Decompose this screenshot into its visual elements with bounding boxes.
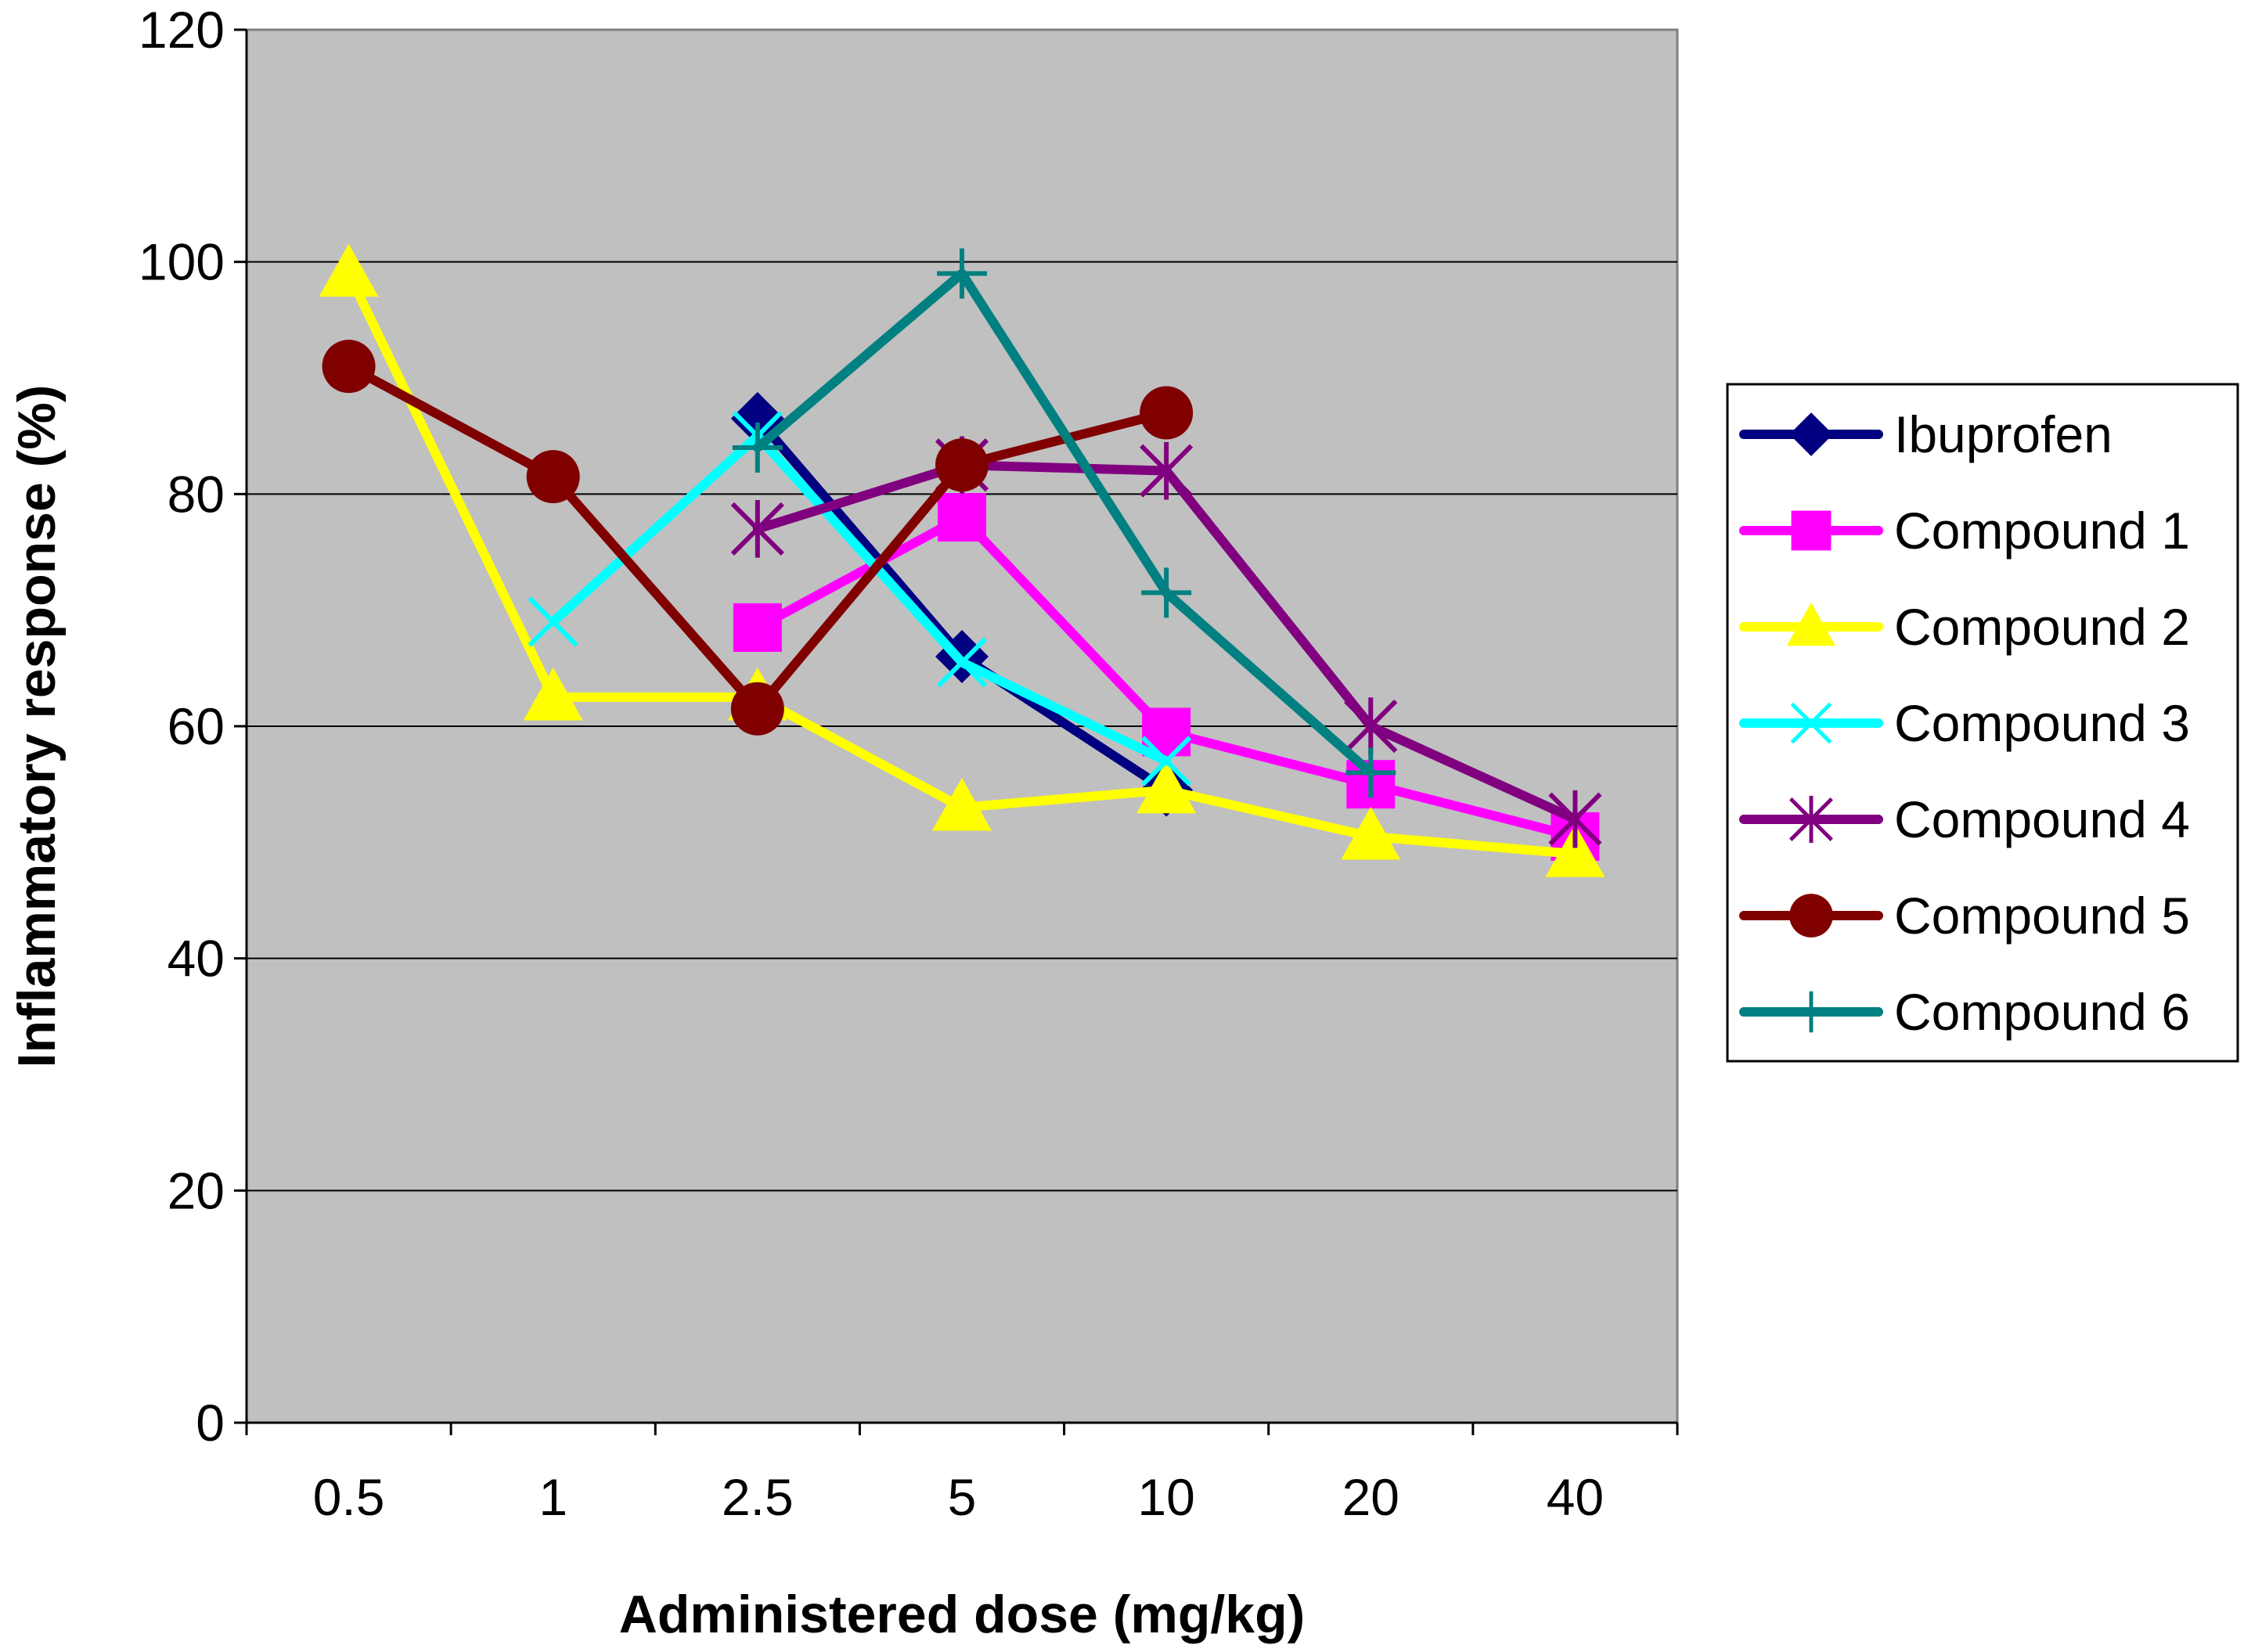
triangle-marker — [1545, 824, 1605, 877]
legend-item-compound-1: Compound 1 — [1739, 502, 2190, 560]
data-point — [528, 596, 578, 647]
diamond-marker — [1789, 412, 1833, 456]
circle-marker — [730, 682, 784, 736]
triangle-marker — [1341, 806, 1401, 860]
data-point — [733, 603, 782, 652]
data-point — [322, 340, 376, 394]
y-tick-label: 20 — [167, 1161, 225, 1219]
circle-marker — [322, 340, 376, 394]
triangle-marker — [523, 667, 583, 721]
legend-marker — [1791, 510, 1832, 551]
circle-marker — [935, 438, 989, 492]
data-point — [526, 450, 580, 504]
square-marker — [1791, 510, 1832, 551]
data-point — [1141, 736, 1192, 786]
x-tick-label: 5 — [948, 1468, 977, 1526]
y-tick-label: 80 — [167, 465, 225, 523]
circle-marker — [1789, 894, 1833, 938]
data-point — [935, 438, 989, 492]
square-marker — [938, 493, 986, 542]
data-point — [730, 682, 784, 736]
series-compound-6 — [732, 248, 1396, 798]
x-tick-label: 10 — [1137, 1468, 1194, 1526]
data-point — [1548, 790, 1602, 848]
axes: 0 20 40 60 80 100 120 0.5 1 2.5 5 10 20 40 — [139, 1, 1679, 1526]
legend-item-compound-3: Compound 3 — [1739, 694, 2190, 752]
series-layer — [319, 243, 1605, 877]
triangle-marker — [319, 243, 379, 297]
legend-item-compound-2: Compound 2 — [1739, 598, 2190, 656]
x-marker-stroke — [1141, 736, 1192, 786]
legend-marker — [1790, 702, 1832, 744]
legend-marker — [1790, 991, 1832, 1033]
series-line — [752, 268, 1376, 778]
data-point — [937, 248, 987, 299]
x-tick-label: 0.5 — [313, 1468, 385, 1526]
x-tick-label: 1 — [538, 1468, 567, 1526]
legend-marker — [1786, 602, 1836, 646]
triangle-marker — [1786, 602, 1836, 646]
data-point — [1344, 697, 1398, 755]
triangle-marker — [1136, 760, 1197, 814]
x-tick-label: 40 — [1547, 1468, 1604, 1526]
data-point — [1140, 441, 1194, 500]
data-point — [1140, 386, 1194, 440]
legend-label: Compound 3 — [1894, 694, 2190, 752]
legend-item-compound-5: Compound 5 — [1739, 887, 2190, 945]
data-point — [1341, 806, 1401, 860]
series-compound-3 — [528, 411, 1192, 786]
x-tick-label: 2.5 — [722, 1468, 794, 1526]
data-point — [730, 500, 784, 558]
legend-label: Compound 4 — [1894, 790, 2190, 848]
data-point — [1141, 567, 1192, 618]
data-point — [1136, 760, 1197, 814]
data-point — [319, 243, 379, 297]
y-tick-label: 40 — [167, 930, 225, 988]
x-marker-stroke — [936, 637, 988, 688]
legend-label: Ibuprofen — [1894, 405, 2113, 463]
x-tick-label: 20 — [1342, 1468, 1399, 1526]
x-axis-title: Administered dose (mg/kg) — [619, 1585, 1306, 1644]
x-marker-stroke — [528, 596, 578, 647]
legend-label: Compound 1 — [1894, 502, 2190, 560]
y-tick-label: 120 — [139, 1, 225, 59]
legend-marker — [1789, 412, 1833, 456]
series-compound-5 — [322, 340, 1194, 736]
y-axis-title: Inflammatory response (%) — [7, 385, 67, 1068]
legend-marker — [1789, 795, 1833, 844]
data-point — [938, 493, 986, 542]
data-point — [523, 667, 583, 721]
legend-label: Compound 6 — [1894, 983, 2190, 1041]
circle-marker — [526, 450, 580, 504]
legend-label: Compound 2 — [1894, 598, 2190, 656]
legend-label: Compound 5 — [1894, 887, 2190, 945]
legend-item-compound-4: Compound 4 — [1739, 790, 2190, 848]
legend-item-ibuprofen: Ibuprofen — [1739, 405, 2113, 463]
series-line — [548, 431, 1172, 766]
data-point — [1545, 824, 1605, 877]
legend-item-compound-6: Compound 6 — [1739, 983, 2190, 1041]
x-marker-stroke — [1790, 702, 1832, 744]
square-marker — [733, 603, 782, 652]
circle-marker — [1140, 386, 1194, 440]
y-tick-label: 0 — [196, 1394, 225, 1452]
legend-marker — [1789, 894, 1833, 938]
data-point — [936, 637, 988, 688]
data-point — [732, 423, 783, 473]
y-tick-label: 60 — [167, 697, 225, 755]
legend: Ibuprofen Compound 1 Compound 2 Compound 3 C… — [1726, 383, 2239, 1063]
data-point — [932, 777, 992, 831]
y-tick-label: 100 — [139, 233, 225, 291]
data-point — [1345, 747, 1396, 798]
triangle-marker — [932, 777, 992, 831]
